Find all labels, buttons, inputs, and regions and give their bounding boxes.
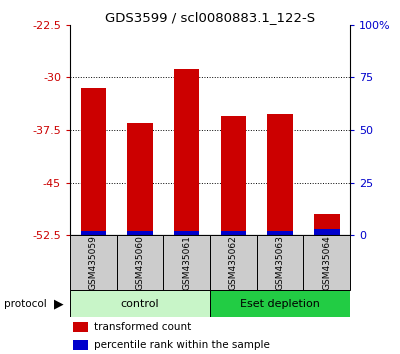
Bar <box>117 235 163 290</box>
Text: GSM435064: GSM435064 <box>322 235 331 290</box>
Text: GSM435062: GSM435062 <box>229 235 238 290</box>
Title: GDS3599 / scl0080883.1_122-S: GDS3599 / scl0080883.1_122-S <box>105 11 315 24</box>
Bar <box>314 215 340 235</box>
Text: ▶: ▶ <box>54 297 64 310</box>
Bar <box>174 69 200 235</box>
Bar <box>80 231 106 235</box>
Text: GSM435063: GSM435063 <box>276 235 284 290</box>
Bar <box>174 231 200 235</box>
Bar <box>70 290 210 317</box>
Text: GSM435059: GSM435059 <box>89 235 98 290</box>
Text: Eset depletion: Eset depletion <box>240 298 320 309</box>
Bar <box>73 340 88 350</box>
Bar <box>80 88 106 235</box>
Bar <box>267 231 293 235</box>
Text: control: control <box>121 298 159 309</box>
Bar <box>220 116 246 235</box>
Bar <box>267 114 293 235</box>
Text: transformed count: transformed count <box>94 322 191 332</box>
Bar <box>303 235 350 290</box>
Bar <box>210 235 257 290</box>
Text: GSM435060: GSM435060 <box>136 235 144 290</box>
Bar <box>210 290 350 317</box>
Text: percentile rank within the sample: percentile rank within the sample <box>94 340 270 350</box>
Text: GSM435061: GSM435061 <box>182 235 191 290</box>
Bar <box>257 235 303 290</box>
Bar <box>127 123 153 235</box>
Bar <box>163 235 210 290</box>
Bar <box>220 231 246 235</box>
Bar <box>127 231 153 235</box>
Bar <box>314 229 340 235</box>
Bar <box>73 322 88 332</box>
Text: protocol: protocol <box>4 298 47 309</box>
Bar <box>70 235 117 290</box>
